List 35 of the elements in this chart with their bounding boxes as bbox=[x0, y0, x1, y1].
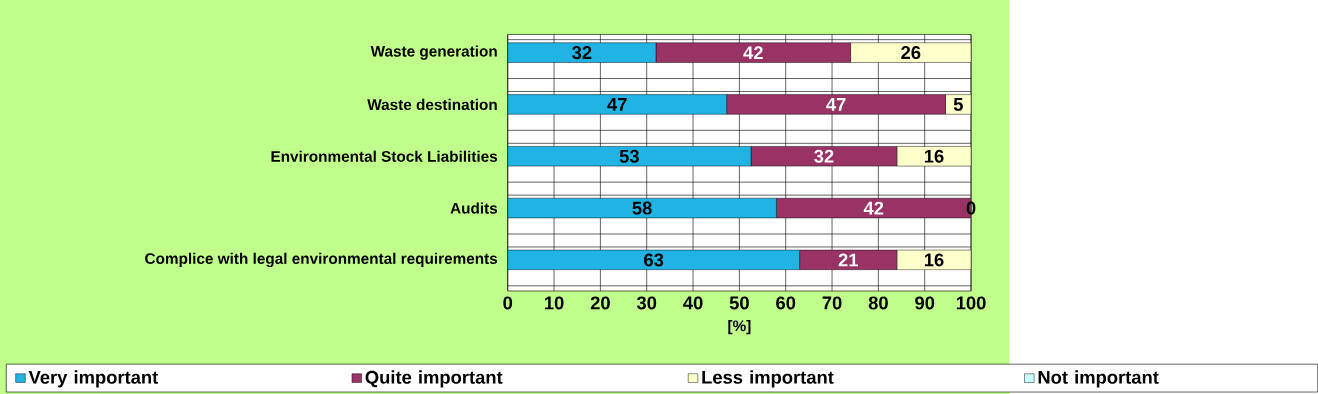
data-label: 42 bbox=[863, 201, 884, 215]
x-tick-label: 60 bbox=[776, 296, 796, 310]
data-label: 47 bbox=[607, 97, 627, 111]
data-label: 21 bbox=[838, 253, 858, 267]
x-axis-title: [%] bbox=[728, 319, 751, 335]
data-label: 53 bbox=[619, 149, 639, 163]
x-tick-label: 30 bbox=[636, 296, 657, 310]
x-tick-label: 0 bbox=[503, 296, 513, 310]
legend-label: Less important bbox=[702, 370, 834, 388]
data-label: 32 bbox=[572, 45, 592, 59]
legend-label: Not important bbox=[1038, 370, 1159, 388]
legend-label: Quite important bbox=[365, 370, 503, 388]
data-label: 47 bbox=[826, 97, 846, 111]
y-tick-label: Environmental Stock Liabilities bbox=[271, 150, 498, 162]
x-tick-label: 10 bbox=[544, 296, 564, 310]
x-tick-label: 80 bbox=[868, 296, 888, 310]
data-label: 58 bbox=[632, 201, 652, 215]
x-tick-label: 100 bbox=[956, 296, 986, 310]
y-tick-label: Audits bbox=[450, 202, 498, 214]
data-label: 32 bbox=[814, 149, 834, 163]
data-label: 42 bbox=[743, 46, 763, 59]
data-label: 16 bbox=[924, 149, 944, 163]
data-label: 63 bbox=[644, 253, 664, 267]
x-tick-label: 70 bbox=[822, 296, 842, 310]
legend-label: Very important bbox=[28, 370, 159, 388]
x-tick-label: 50 bbox=[729, 296, 749, 310]
y-tick-label: Complice with legal environmental requirements bbox=[145, 252, 498, 267]
x-tick-label: 40 bbox=[683, 296, 703, 310]
data-label: 26 bbox=[901, 45, 921, 59]
data-label: 5 bbox=[953, 97, 963, 111]
x-tick-label: 20 bbox=[590, 296, 610, 310]
data-label: 16 bbox=[924, 253, 944, 267]
x-tick-label: 90 bbox=[915, 296, 935, 310]
y-tick-label: Waste destination bbox=[367, 98, 497, 110]
y-tick-label: Waste generation bbox=[370, 45, 497, 60]
